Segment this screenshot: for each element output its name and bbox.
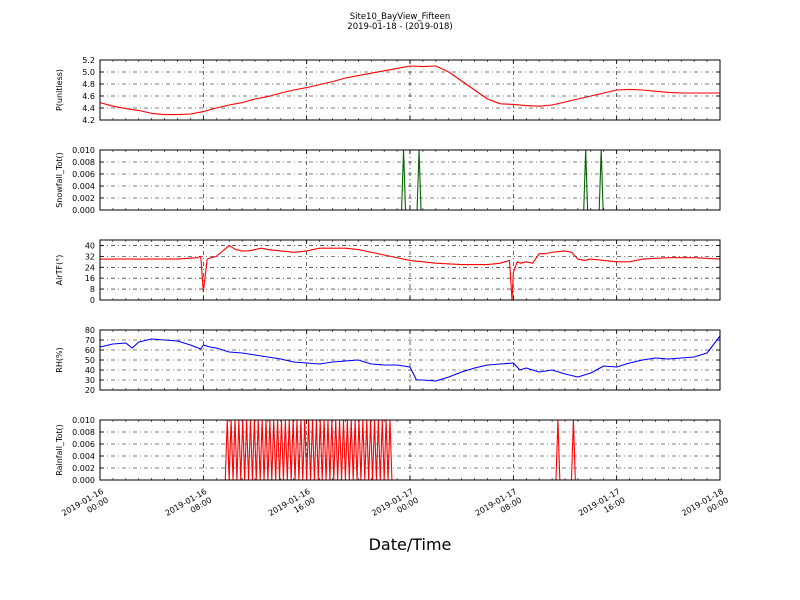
series-line-panel-1	[99, 65, 720, 116]
plot-frame	[99, 419, 721, 481]
y-tick-label: 30	[85, 376, 95, 385]
y-tick-label: 50	[85, 356, 95, 365]
y-axis-label: Rainfall_Tot()	[55, 424, 64, 476]
y-tick-label: 5.2	[82, 56, 95, 65]
y-axis-label: AirTF(°)	[55, 255, 64, 286]
plot-frame	[99, 329, 721, 391]
y-tick-label: 80	[85, 326, 95, 335]
y-tick-label: 0.000	[72, 206, 95, 215]
y-tick-label: 70	[85, 336, 95, 345]
y-tick-label: 0.000	[72, 476, 95, 485]
y-tick-label: 4.6	[82, 92, 95, 101]
figure-title: Site10_BayView_Fifteen	[350, 12, 451, 22]
figure-subtitle: 2019-01-18 - (2019-018)	[347, 22, 452, 32]
plot-frame	[99, 149, 721, 211]
y-tick-label: 0.008	[72, 158, 95, 167]
panel-2: 0.000 0.002 0.004 0.006 0.008 0.010 Snowfall_T…	[55, 146, 721, 215]
panel-5: 0.000 0.002 0.004 0.006 0.008 0.010 Rainfall_T…	[55, 416, 721, 485]
y-tick-label: 5.0	[82, 68, 95, 77]
y-tick-label: 20	[85, 386, 95, 395]
y-tick-label: 24	[85, 263, 95, 272]
y-tick-label: 40	[85, 366, 95, 375]
y-tick-label: 16	[85, 274, 95, 283]
y-tick-label: 40	[85, 241, 95, 250]
y-axis-label: Snowfall_Tot()	[55, 152, 64, 208]
y-tick-label: 0.006	[72, 440, 95, 449]
y-axis-label: P(unitless)	[55, 69, 64, 111]
y-axis-label: RH(%)	[55, 347, 64, 372]
series-line-panel-4	[99, 335, 721, 382]
y-tick-label: 0.010	[72, 416, 95, 425]
x-axis-label: Date/Time	[369, 535, 452, 554]
y-tick-label: 4.2	[82, 116, 95, 125]
y-tick-label: 0.010	[72, 146, 95, 155]
y-tick-label: 60	[85, 346, 95, 355]
y-tick-label: 0.002	[72, 194, 95, 203]
y-tick-label: 0.006	[72, 170, 95, 179]
panel-3: 0 8 16 24 32 40 AirTF(°)	[55, 239, 721, 305]
plot-frame	[99, 239, 721, 301]
series-line-panel-3	[100, 244, 721, 301]
y-tick-label: 4.8	[82, 80, 95, 89]
panels-group: 4.24.44.64.85.05.2P(unitless)0.0000.0020…	[55, 56, 721, 485]
y-tick-label: 0.002	[72, 464, 95, 473]
panel-1: 4.2 4.4 4.6 4.8 5.0 5.2 P(unitless)	[55, 56, 721, 125]
y-tick-label: 32	[85, 252, 95, 261]
y-tick-label: 0.008	[72, 428, 95, 437]
series-line-panel-5	[100, 419, 720, 481]
y-tick-label: 8	[90, 285, 95, 294]
y-tick-label: 4.4	[82, 104, 95, 113]
plot-frame	[99, 59, 721, 121]
y-tick-label: 0.004	[72, 452, 95, 461]
y-tick-label: 0.004	[72, 182, 95, 191]
y-tick-label: 0	[90, 296, 95, 305]
